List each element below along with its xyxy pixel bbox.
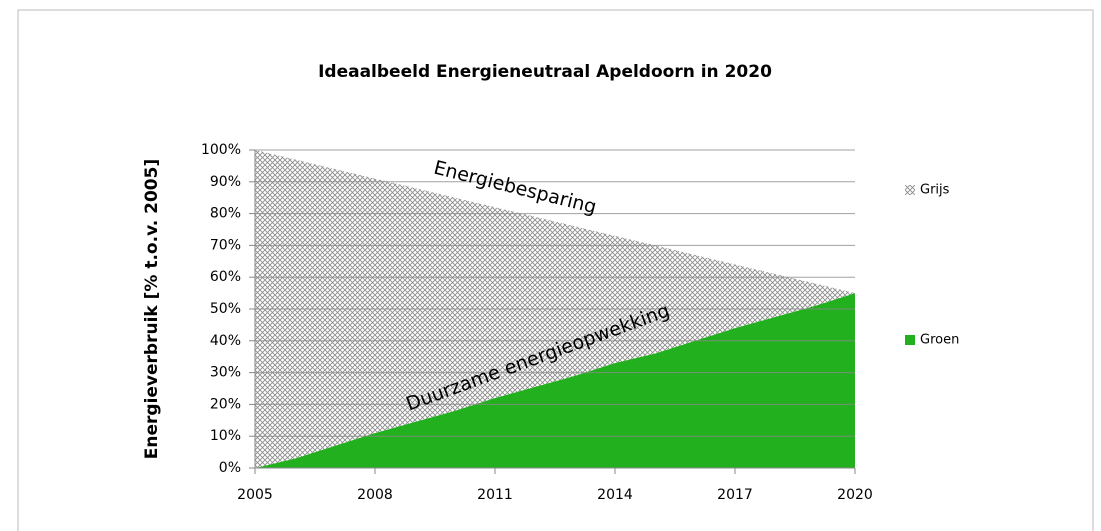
legend-swatch	[905, 335, 915, 345]
x-tick-label: 2020	[837, 487, 873, 503]
legend-label: Grijs	[920, 183, 950, 198]
y-tick-label: 100%	[201, 142, 241, 158]
y-tick-label: 60%	[210, 269, 241, 285]
y-tick-label: 0%	[219, 460, 241, 476]
y-tick-label: 20%	[210, 396, 241, 412]
x-tick-label: 2011	[477, 487, 513, 503]
x-tick-label: 2014	[597, 487, 633, 503]
legend-label: Groen	[920, 333, 959, 348]
y-tick-label: 10%	[210, 428, 241, 444]
y-tick-label: 40%	[210, 333, 241, 349]
x-tick-label: 2008	[357, 487, 393, 503]
area	[255, 293, 855, 468]
x-tick-label: 2017	[717, 487, 753, 503]
y-tick-label: 90%	[210, 174, 241, 190]
x-tick-label: 2005	[237, 487, 273, 503]
y-tick-label: 80%	[210, 206, 241, 222]
y-tick-label: 70%	[210, 237, 241, 253]
y-tick-label: 30%	[210, 365, 241, 381]
y-axis-label: Energieverbruik [% t.o.v. 2005]	[142, 159, 162, 459]
y-tick-label: 50%	[210, 301, 241, 317]
legend-swatch	[905, 185, 915, 195]
chart-title: Ideaalbeeld Energieneutraal Apeldoorn in…	[318, 62, 772, 82]
frame	[17, 9, 1094, 531]
